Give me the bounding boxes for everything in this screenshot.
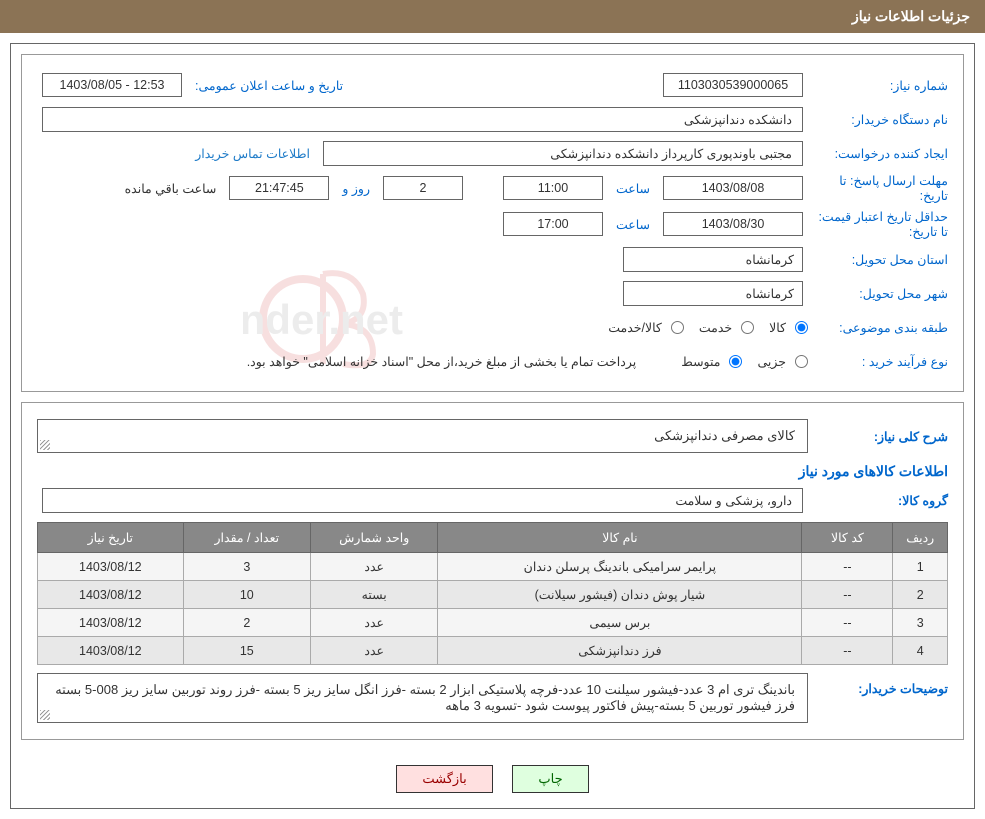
- buyer-contact-link[interactable]: اطلاعات تماس خریدار: [187, 146, 318, 161]
- need-info-form: شماره نیاز: 1103030539000065 تاریخ و ساع…: [21, 54, 964, 392]
- remain-suffix: ساعت باقي مانده: [117, 181, 225, 196]
- table-row: 4--فرز دندانپزشکیعدد151403/08/12: [38, 637, 948, 665]
- items-table: ردیفکد کالانام کالاواحد شمارشتعداد / مقد…: [37, 522, 948, 665]
- table-cell: --: [802, 609, 893, 637]
- radio-service-label: خدمت: [699, 320, 732, 335]
- buyer-org-label: نام دستگاه خریدار:: [808, 112, 948, 127]
- button-row: چاپ بازگشت: [21, 750, 964, 798]
- table-cell: 10: [183, 581, 310, 609]
- general-desc-label: شرح کلی نیاز:: [808, 429, 948, 444]
- radio-goods-service[interactable]: [671, 321, 684, 334]
- response-deadline-label: مهلت ارسال پاسخ: تا تاریخ:: [808, 173, 948, 203]
- table-cell: عدد: [311, 609, 438, 637]
- table-header: نام کالا: [438, 523, 802, 553]
- general-desc-value: کالای مصرفی دندانپزشکی: [654, 428, 795, 443]
- table-cell: 1403/08/12: [38, 637, 184, 665]
- requester-value: مجتبی باوندپوری کارپرداز دانشکده دندانپز…: [323, 141, 803, 166]
- table-cell: 2: [893, 581, 948, 609]
- page-header: جزئیات اطلاعات نیاز: [0, 0, 985, 33]
- table-cell: 1: [893, 553, 948, 581]
- validity-date-value: 1403/08/30: [663, 212, 803, 236]
- table-cell: پرایمر سرامیکی باندینگ پرسلن دندان: [438, 553, 802, 581]
- days-and-label: روز و: [334, 181, 378, 196]
- city-label: شهر محل تحویل:: [808, 286, 948, 301]
- radio-goods[interactable]: [795, 321, 808, 334]
- category-label: طبقه بندی موضوعی:: [808, 320, 948, 335]
- province-value: کرمانشاه: [623, 247, 803, 272]
- group-label: گروه کالا:: [808, 493, 948, 508]
- radio-medium-label: متوسط: [681, 354, 720, 369]
- radio-partial[interactable]: [795, 355, 808, 368]
- back-button[interactable]: بازگشت: [396, 765, 492, 793]
- table-cell: 3: [893, 609, 948, 637]
- table-cell: 1403/08/12: [38, 553, 184, 581]
- table-cell: --: [802, 581, 893, 609]
- need-number-value: 1103030539000065: [663, 73, 803, 97]
- response-date-value: 1403/08/08: [663, 176, 803, 200]
- validity-time-value: 17:00: [503, 212, 603, 236]
- page-title: جزئیات اطلاعات نیاز: [852, 8, 970, 24]
- table-cell: --: [802, 553, 893, 581]
- table-cell: برس سیمی: [438, 609, 802, 637]
- payment-note: پرداخت تمام یا بخشی از مبلغ خرید،از محل …: [247, 354, 637, 369]
- table-header: کد کالا: [802, 523, 893, 553]
- announce-datetime-value: 12:53 - 1403/08/05: [42, 73, 182, 97]
- table-row: 1--پرایمر سرامیکی باندینگ پرسلن دندانعدد…: [38, 553, 948, 581]
- buyer-notes-label: توضیحات خریدار:: [808, 673, 948, 696]
- radio-medium[interactable]: [729, 355, 742, 368]
- table-header: تاریخ نیاز: [38, 523, 184, 553]
- table-cell: 2: [183, 609, 310, 637]
- group-value: دارو، پزشکی و سلامت: [42, 488, 803, 513]
- radio-service[interactable]: [741, 321, 754, 334]
- items-info-title: اطلاعات کالاهای مورد نیاز: [37, 463, 948, 480]
- table-cell: --: [802, 637, 893, 665]
- table-row: 2--شیار پوش دندان (فیشور سیلانت)بسته1014…: [38, 581, 948, 609]
- print-button[interactable]: چاپ: [512, 765, 588, 793]
- table-cell: 3: [183, 553, 310, 581]
- table-header: تعداد / مقدار: [183, 523, 310, 553]
- table-cell: شیار پوش دندان (فیشور سیلانت): [438, 581, 802, 609]
- hours-remain-value: 21:47:45: [229, 176, 329, 200]
- table-cell: عدد: [311, 553, 438, 581]
- items-section: شرح کلی نیاز: کالای مصرفی دندانپزشکی اطل…: [21, 402, 964, 740]
- table-cell: فرز دندانپزشکی: [438, 637, 802, 665]
- province-label: استان محل تحویل:: [808, 252, 948, 267]
- buyer-org-value: دانشکده دندانپزشکی: [42, 107, 803, 132]
- validity-label: حداقل تاریخ اعتبار قیمت: تا تاریخ:: [808, 209, 948, 239]
- buyer-notes-value: باندینگ تری ام 3 عدد-فیشور سیلنت 10 عدد-…: [55, 682, 795, 713]
- general-desc-box: کالای مصرفی دندانپزشکی: [37, 419, 808, 453]
- radio-goods-service-label: کالا/خدمت: [608, 320, 662, 335]
- radio-partial-label: جزیی: [757, 354, 786, 369]
- days-remain-value: 2: [383, 176, 463, 200]
- city-value: کرمانشاه: [623, 281, 803, 306]
- table-cell: عدد: [311, 637, 438, 665]
- need-number-label: شماره نیاز:: [808, 78, 948, 93]
- announce-datetime-label: تاریخ و ساعت اعلان عمومی:: [187, 78, 351, 93]
- table-cell: بسته: [311, 581, 438, 609]
- purchase-type-label: نوع فرآیند خرید :: [808, 354, 948, 369]
- table-cell: 1403/08/12: [38, 609, 184, 637]
- table-cell: 4: [893, 637, 948, 665]
- table-cell: 1403/08/12: [38, 581, 184, 609]
- time-label-1: ساعت: [608, 181, 658, 196]
- requester-label: ایجاد کننده درخواست:: [808, 146, 948, 161]
- table-row: 3--برس سیمیعدد21403/08/12: [38, 609, 948, 637]
- buyer-notes-box: باندینگ تری ام 3 عدد-فیشور سیلنت 10 عدد-…: [37, 673, 808, 723]
- response-time-value: 11:00: [503, 176, 603, 200]
- table-header: واحد شمارش: [311, 523, 438, 553]
- time-label-2: ساعت: [608, 217, 658, 232]
- table-header: ردیف: [893, 523, 948, 553]
- radio-goods-label: کالا: [769, 320, 786, 335]
- table-cell: 15: [183, 637, 310, 665]
